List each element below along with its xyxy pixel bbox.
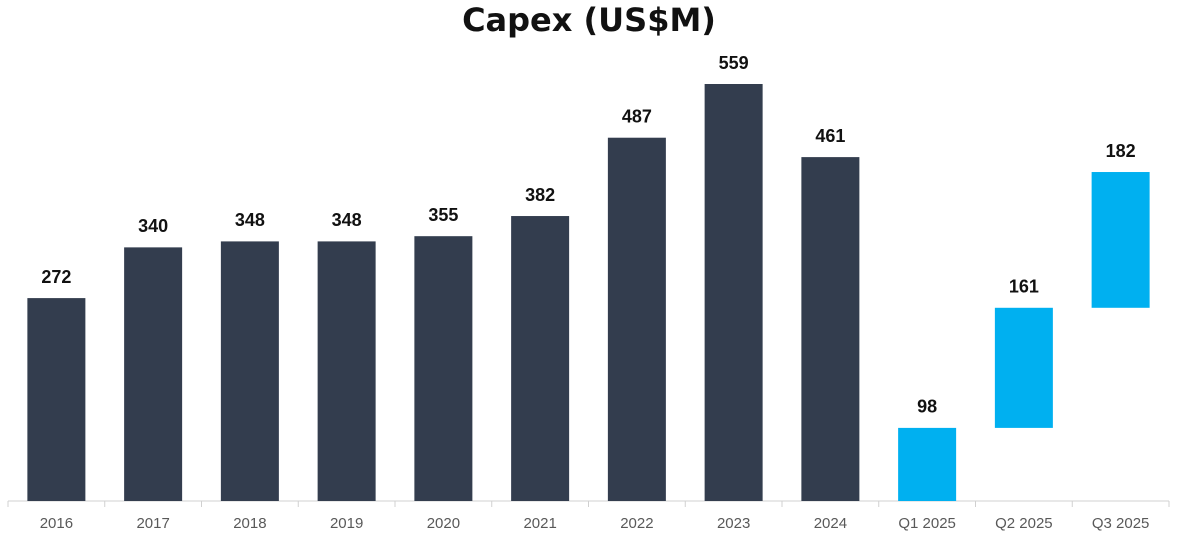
- x-tick-label: 2017: [136, 515, 169, 532]
- value-label: 161: [1009, 277, 1039, 297]
- bar: [220, 241, 279, 502]
- value-label: 182: [1106, 141, 1136, 161]
- bar: [994, 307, 1053, 428]
- value-label: 272: [41, 267, 71, 287]
- value-label: 559: [719, 53, 749, 73]
- bar: [317, 241, 376, 502]
- bar: [1091, 172, 1150, 308]
- value-label: 355: [428, 205, 458, 225]
- x-tick-label: Q1 2025: [898, 515, 956, 532]
- x-tick-label: 2019: [330, 515, 363, 532]
- bar: [704, 84, 763, 501]
- bar: [124, 247, 183, 501]
- x-tick-label: 2020: [427, 515, 460, 532]
- value-label: 348: [332, 210, 362, 230]
- x-tick-label: 2018: [233, 515, 266, 532]
- x-tick-label: 2016: [40, 515, 73, 532]
- x-tick-label: 2022: [620, 515, 653, 532]
- chart-title: Capex (US$M): [462, 1, 716, 39]
- bar: [27, 298, 86, 501]
- value-label: 340: [138, 216, 168, 236]
- bar: [898, 427, 957, 501]
- bar: [511, 216, 570, 501]
- bar: [607, 137, 666, 501]
- value-label: 348: [235, 210, 265, 230]
- x-tick-label: 2024: [814, 515, 847, 532]
- value-label: 461: [815, 126, 845, 146]
- x-tick-label: Q2 2025: [995, 515, 1053, 532]
- x-tick-label: 2023: [717, 515, 750, 532]
- value-label: 382: [525, 185, 555, 205]
- x-tick-label: 2021: [523, 515, 556, 532]
- bar: [801, 157, 860, 502]
- value-label: 98: [917, 397, 937, 417]
- x-tick-label: Q3 2025: [1092, 515, 1150, 532]
- value-label: 487: [622, 106, 652, 126]
- bar: [414, 236, 473, 501]
